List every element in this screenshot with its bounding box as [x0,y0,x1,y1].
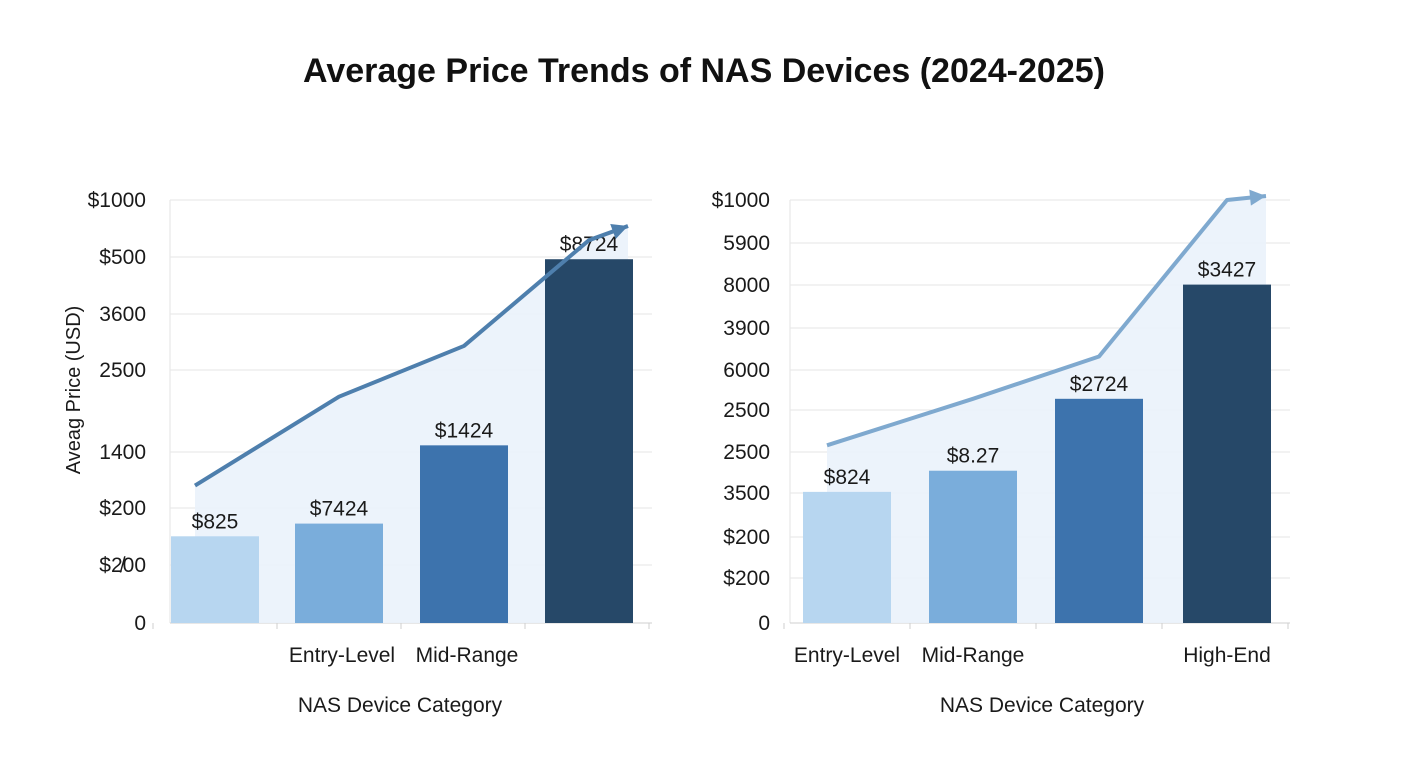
bar-value-label: $825 [192,510,239,533]
y-tick-label: 2500 [723,399,770,422]
bar-value-label: $8.27 [947,445,1000,468]
y-tick-label: 5900 [723,232,770,255]
trend-arrow-head [610,223,628,239]
chart-left: $1000 $500 3600 2500 1400 $200 $2̸00 0 $825 $7424… [63,189,652,717]
y-tick-label: 2500 [99,359,146,382]
y-tick-label: 0 [758,612,770,635]
x-category-label: High-End [1183,644,1271,667]
y-tick-label: 8000 [723,274,770,297]
trend-line [193,224,629,488]
y-tick-label: 3500 [723,482,770,505]
y-axis-title: Aveag Price (USD) [63,306,85,475]
bar [545,259,633,623]
bar [929,470,1017,623]
y-tick-label: $1000 [88,189,146,212]
x-axis-title: NAS Device Category [940,694,1145,717]
bar [171,536,259,623]
bar-value-label: $2724 [1070,373,1129,396]
x-category-label: Mid-Range [416,644,519,667]
bar [1055,398,1143,623]
y-tick-label: 3600 [99,303,146,326]
bar [1183,284,1271,623]
y-tick-label: $200 [723,567,770,590]
bar [803,491,891,623]
y-tick-label: 6000 [723,359,770,382]
x-category-label: Entry-Level [794,644,900,667]
y-tick-label: $200 [99,497,146,520]
bar-value-label: $824 [824,466,871,489]
bar-value-label: $3427 [1198,259,1256,282]
y-tick-label: 2500 [723,441,770,464]
y-tick-label: 1400 [99,441,146,464]
y-tick-label: $500 [99,246,146,269]
y-tick-label: $200 [723,526,770,549]
trend-arrow-head [1249,189,1266,206]
bar-value-label: $7424 [310,498,369,521]
page-title: Average Price Trends of NAS Devices (202… [303,52,1105,90]
bar [420,445,508,623]
x-category-label: Mid-Range [922,644,1025,667]
trend-line [826,194,1267,448]
x-axis-title: NAS Device Category [298,694,503,717]
y-tick-label: $1000 [712,189,770,212]
y-tick-label: 3900 [723,317,770,340]
bar [295,523,383,623]
x-category-label: Entry-Level [289,644,395,667]
bar-value-label: $1424 [435,419,494,442]
y-tick-label: $2̸00 [99,554,146,577]
y-tick-label: 0 [134,612,146,635]
